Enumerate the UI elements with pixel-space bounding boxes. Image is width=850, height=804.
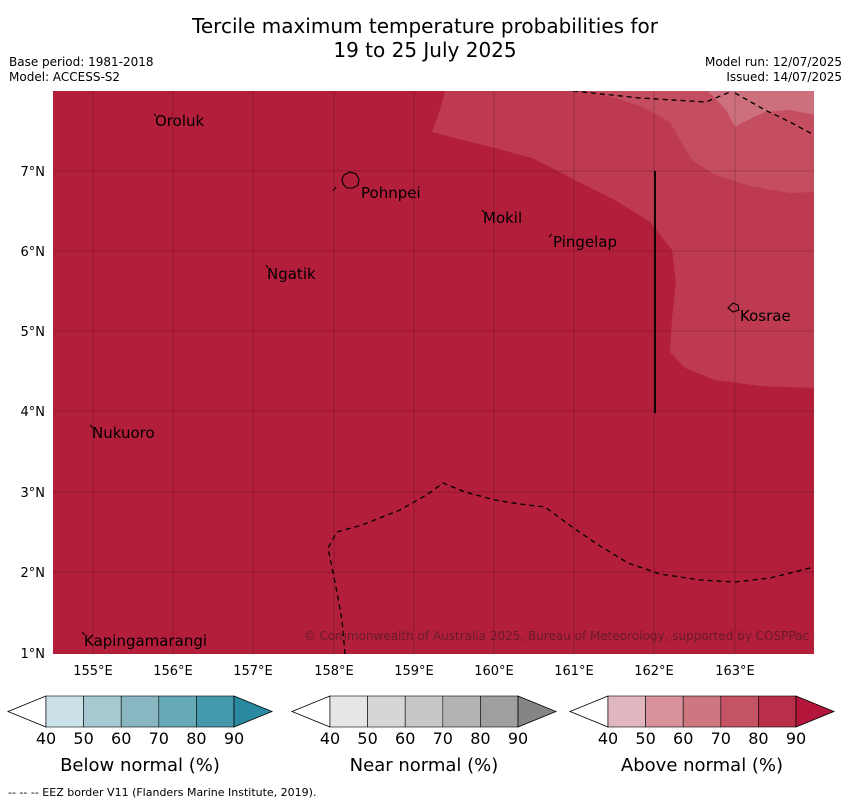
lat-tick-label: 3°N [21, 486, 46, 501]
meta-left: Base period: 1981-2018 Model: ACCESS-S2 [9, 55, 154, 85]
oroluk-atoll-icon [153, 113, 157, 117]
colorbar-min-arrow [290, 695, 331, 728]
eez-footnote: -- -- -- EEZ border V11 (Flanders Marine… [8, 786, 317, 799]
issued-date: Issued: 14/07/2025 [726, 70, 842, 84]
graticule [53, 91, 814, 654]
colorbar-tick-label: 60 [111, 729, 131, 748]
copyright-notice: © Commonwealth of Australia 2025, Bureau… [304, 629, 809, 643]
colorbar-segment [45, 695, 84, 728]
mokil-atoll-icon [481, 209, 486, 214]
probability-region-60-70 [590, 91, 814, 193]
colorbar-segment [720, 695, 759, 728]
model-name: Model: ACCESS-S2 [9, 70, 121, 84]
latitude-axis: 7°N 6°N 5°N 4°N 3°N 2°N 1°N [21, 165, 46, 662]
lon-tick-label: 157°E [233, 664, 273, 679]
colorbar-segment [404, 695, 444, 728]
eez-border-northeast [734, 92, 814, 136]
colorbar-max-arrow [517, 695, 558, 728]
place-label-pingelap: Pingelap [553, 233, 617, 251]
colorbar-label-near: Near normal (%) [349, 755, 499, 776]
pohnpei-island-icon [341, 171, 360, 189]
colorbar-tick-label: 70 [149, 729, 169, 748]
place-label-kosrae: Kosrae [740, 307, 791, 325]
colorbar-group: 40 50 60 70 80 90 40 50 60 70 80 90 40 50 60 70 80 90 [6, 695, 836, 748]
colorbar-segment [645, 695, 684, 728]
colorbar-tick-label: 80 [748, 729, 768, 748]
map-panel: Oroluk Pohnpei Mokil Pingelap Ngatik Kos… [53, 91, 814, 654]
lon-tick-label: 163°E [715, 664, 755, 679]
colorbar-tick-label: 80 [186, 729, 206, 748]
colorbar-tick-label: 50 [635, 729, 655, 748]
lat-tick-label: 2°N [21, 566, 46, 581]
colorbar-segment [682, 695, 722, 728]
lon-tick-label: 155°E [73, 664, 113, 679]
title-line-2: 19 to 25 July 2025 [333, 38, 517, 62]
nukuoro-atoll-icon [89, 424, 94, 429]
colorbar-segment [196, 695, 235, 728]
eez-borders [327, 91, 814, 654]
colorbar-segment [442, 695, 481, 728]
colorbar-segment [83, 695, 122, 728]
colorbar-min-arrow [6, 695, 47, 728]
eez-border-north [572, 91, 731, 103]
kapingamarangi-atoll-icon [81, 631, 86, 636]
kosrae-island-icon [727, 302, 740, 313]
model-run: Model run: 12/07/2025 [704, 55, 842, 69]
eez-border-south [327, 482, 814, 654]
colorbar-max-arrow [233, 695, 274, 728]
map-title: Tercile maximum temperature probabilitie… [0, 14, 850, 62]
lat-tick-label: 7°N [21, 165, 46, 180]
colorbar-tick-label: 60 [395, 729, 415, 748]
colorbar-tick-label: 60 [673, 729, 693, 748]
place-label-kapingamarangi: Kapingamarangi [84, 632, 207, 650]
colorbar-tick-label: 50 [73, 729, 93, 748]
colorbar-label-below: Below normal (%) [60, 755, 220, 776]
place-label-pohnpei: Pohnpei [361, 184, 421, 202]
colorbar-segment [607, 695, 646, 728]
colorbar-tick-label: 70 [711, 729, 731, 748]
lat-tick-label: 5°N [21, 325, 46, 340]
title-line-1: Tercile maximum temperature probabilitie… [192, 14, 658, 38]
colorbar-segment [367, 695, 406, 728]
colorbar-max-arrow [795, 695, 836, 728]
colorbar-label-above: Above normal (%) [620, 755, 784, 776]
colorbar-segment [758, 695, 797, 728]
lat-tick-label: 1°N [21, 647, 46, 662]
probability-region-50-60 [708, 91, 814, 127]
colorbar-tick-label: 40 [320, 729, 340, 748]
colorbar-min-arrow [568, 695, 609, 728]
colorbar-segment [158, 695, 197, 728]
ngatik-atoll-icon [265, 264, 269, 269]
longitude-axis: 155°E 156°E 157°E 158°E 159°E 160°E 161°… [73, 664, 755, 679]
base-period: Base period: 1981-2018 [9, 55, 154, 69]
lon-tick-label: 156°E [153, 664, 193, 679]
colorbar-segment [480, 695, 519, 728]
pohnpei-islet-icon [332, 186, 337, 192]
colorbar-tick-label: 40 [598, 729, 618, 748]
lat-tick-label: 6°N [21, 245, 46, 260]
lon-tick-label: 158°E [314, 664, 354, 679]
colorbar-tick-label: 90 [786, 729, 806, 748]
colorbar-segment [120, 695, 160, 728]
place-label-mokil: Mokil [483, 209, 522, 227]
lat-tick-label: 4°N [21, 405, 46, 420]
lon-tick-label: 159°E [394, 664, 434, 679]
colorbar-tick-label: 90 [508, 729, 528, 748]
place-label-oroluk: Oroluk [155, 112, 204, 130]
meta-right: Model run: 12/07/2025 Issued: 14/07/2025 [705, 55, 842, 85]
lon-tick-label: 161°E [554, 664, 594, 679]
colorbar-segment [329, 695, 368, 728]
colorbar-tick-label: 70 [433, 729, 453, 748]
colorbar-tick-label: 80 [470, 729, 490, 748]
colorbar-tick-label: 90 [224, 729, 244, 748]
place-label-nukuoro: Nukuoro [92, 424, 155, 442]
place-label-ngatik: Ngatik [267, 265, 316, 283]
lon-tick-label: 162°E [634, 664, 674, 679]
colorbar-tick-label: 40 [36, 729, 56, 748]
colorbar-tick-label: 50 [357, 729, 377, 748]
lon-tick-label: 160°E [474, 664, 514, 679]
pingelap-atoll-icon [548, 233, 553, 238]
